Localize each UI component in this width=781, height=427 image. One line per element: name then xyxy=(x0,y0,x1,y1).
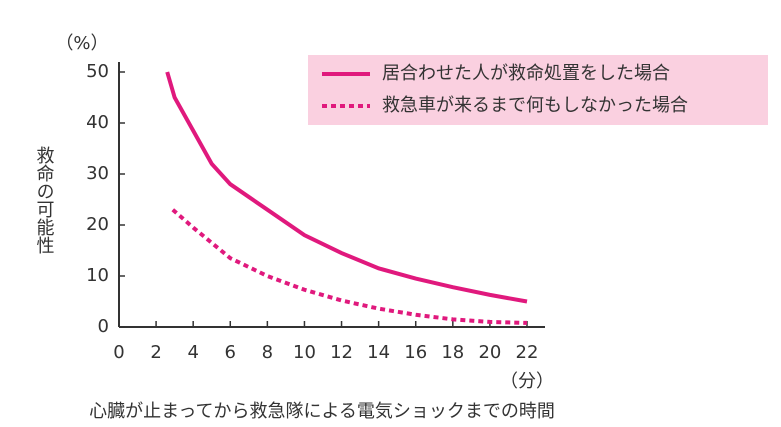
x-tick-label: 0 xyxy=(113,342,124,363)
x-tick-label: 20 xyxy=(478,342,501,363)
series-line xyxy=(171,208,528,325)
x-tick-label: 12 xyxy=(330,342,353,363)
y-tick-label: 0 xyxy=(98,316,109,337)
x-unit: （分） xyxy=(500,371,554,392)
legend-box xyxy=(308,55,768,125)
x-tick-label: 18 xyxy=(441,342,464,363)
y-tick-label: 40 xyxy=(86,112,109,133)
y-tick-label: 30 xyxy=(86,163,109,184)
x-tick-label: 8 xyxy=(262,342,273,363)
y-unit: （%） xyxy=(55,33,108,54)
x-tick-label: 2 xyxy=(150,342,161,363)
x-tick-label: 22 xyxy=(516,342,539,363)
legend-label: 居合わせた人が救命処置をした場合 xyxy=(382,63,670,84)
series-line xyxy=(165,71,528,304)
x-tick-label: 6 xyxy=(225,342,236,363)
x-tick-label: 4 xyxy=(187,342,198,363)
legend-label: 救急車が来るまで何もしなかった場合 xyxy=(382,95,688,116)
x-tick-label: 10 xyxy=(293,342,316,363)
y-tick-label: 50 xyxy=(86,61,109,82)
y-axis-label: 救命の可能性 xyxy=(34,146,55,254)
y-tick-label: 10 xyxy=(86,265,109,286)
x-tick-label: 16 xyxy=(404,342,427,363)
x-axis-label: 心臓が止まってから救急隊による電気ショックまでの時間 xyxy=(89,401,555,422)
x-tick-label: 14 xyxy=(367,342,390,363)
y-tick-label: 20 xyxy=(86,214,109,235)
